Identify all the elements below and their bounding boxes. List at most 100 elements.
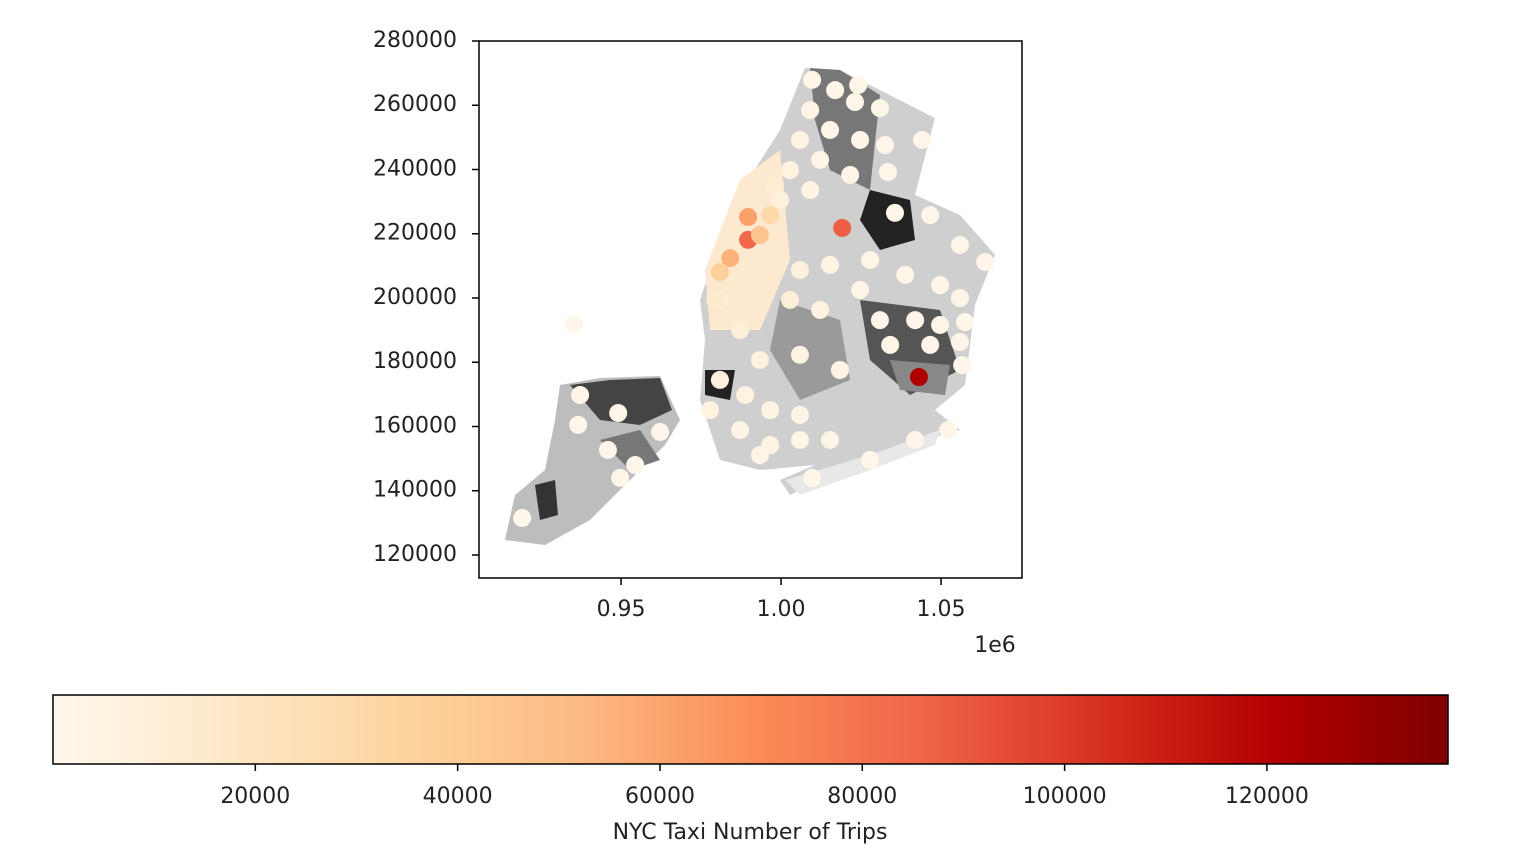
points-layer (513, 70, 995, 528)
point (790, 430, 809, 449)
point (710, 262, 729, 281)
point (626, 456, 645, 475)
point (801, 181, 820, 200)
point (706, 290, 725, 309)
point (821, 430, 840, 449)
point (761, 206, 780, 225)
point (611, 468, 630, 487)
colorbar-tick-label: 100000 (1023, 784, 1107, 809)
point (921, 206, 940, 225)
point (931, 315, 950, 334)
point (750, 226, 769, 245)
y-tick-label: 240000 (373, 156, 457, 181)
point (790, 261, 809, 280)
y-tick-label: 180000 (373, 349, 457, 374)
point (651, 422, 670, 441)
y-tick-label: 280000 (373, 28, 457, 53)
point (956, 313, 975, 332)
colorbar-tick-label: 80000 (827, 784, 897, 809)
point (765, 175, 784, 194)
point (781, 161, 800, 180)
point (781, 290, 800, 309)
point (803, 468, 822, 487)
point (881, 335, 900, 354)
point (826, 81, 845, 100)
point (731, 321, 750, 340)
x-tick-label: 0.95 (597, 597, 646, 622)
y-tick-label: 140000 (373, 478, 457, 503)
point (953, 356, 972, 375)
point (876, 136, 895, 155)
point (909, 368, 928, 387)
point (790, 405, 809, 424)
point (771, 191, 790, 210)
point (609, 404, 628, 423)
point (851, 130, 870, 149)
point (761, 401, 780, 420)
point (913, 130, 932, 149)
colorbar-tick-label: 20000 (220, 784, 290, 809)
colorbar (52, 694, 1449, 765)
point (841, 165, 860, 184)
point (906, 311, 925, 330)
point (701, 401, 720, 420)
point (801, 101, 820, 120)
point (750, 446, 769, 465)
point (976, 253, 995, 272)
point (921, 335, 940, 354)
point (861, 251, 880, 270)
y-tick-label: 160000 (373, 413, 457, 438)
point (950, 333, 969, 352)
point (513, 509, 532, 528)
point (851, 280, 870, 299)
point (885, 203, 904, 222)
point (861, 450, 880, 469)
point (845, 93, 864, 112)
point (870, 99, 889, 118)
borough-shape (600, 430, 660, 470)
point (710, 370, 729, 389)
borough-shape (535, 480, 558, 520)
point (790, 130, 809, 149)
point (731, 421, 750, 440)
point (878, 163, 897, 182)
point (830, 360, 849, 379)
point (821, 255, 840, 274)
axes-frame (478, 40, 1023, 579)
point (950, 288, 969, 307)
borough-shape (770, 300, 850, 400)
colorbar-label: NYC Taxi Number of Trips (613, 820, 888, 845)
point (849, 76, 868, 95)
borough-shape (860, 190, 915, 250)
point (750, 351, 769, 370)
point (725, 271, 744, 290)
colorbar-tick-label: 40000 (423, 784, 493, 809)
point (721, 249, 740, 268)
point (896, 265, 915, 284)
point (811, 300, 830, 319)
point (870, 311, 889, 330)
point (833, 218, 852, 237)
point (811, 150, 830, 169)
x-tick-label: 1.05 (917, 597, 966, 622)
x-offset-label: 1e6 (974, 633, 1016, 658)
point (569, 415, 588, 434)
point (571, 386, 590, 405)
point (565, 315, 584, 334)
x-tick-label: 1.00 (757, 597, 806, 622)
point (906, 430, 925, 449)
y-tick-label: 200000 (373, 285, 457, 310)
point (803, 70, 822, 89)
point (736, 386, 755, 405)
point (931, 276, 950, 295)
y-tick-label: 220000 (373, 221, 457, 246)
y-tick-label: 260000 (373, 92, 457, 117)
borough-shape (570, 378, 672, 425)
point (821, 120, 840, 139)
colorbar-tick-label: 120000 (1225, 784, 1309, 809)
point (739, 208, 758, 227)
y-tick-label: 120000 (373, 542, 457, 567)
point (598, 440, 617, 459)
